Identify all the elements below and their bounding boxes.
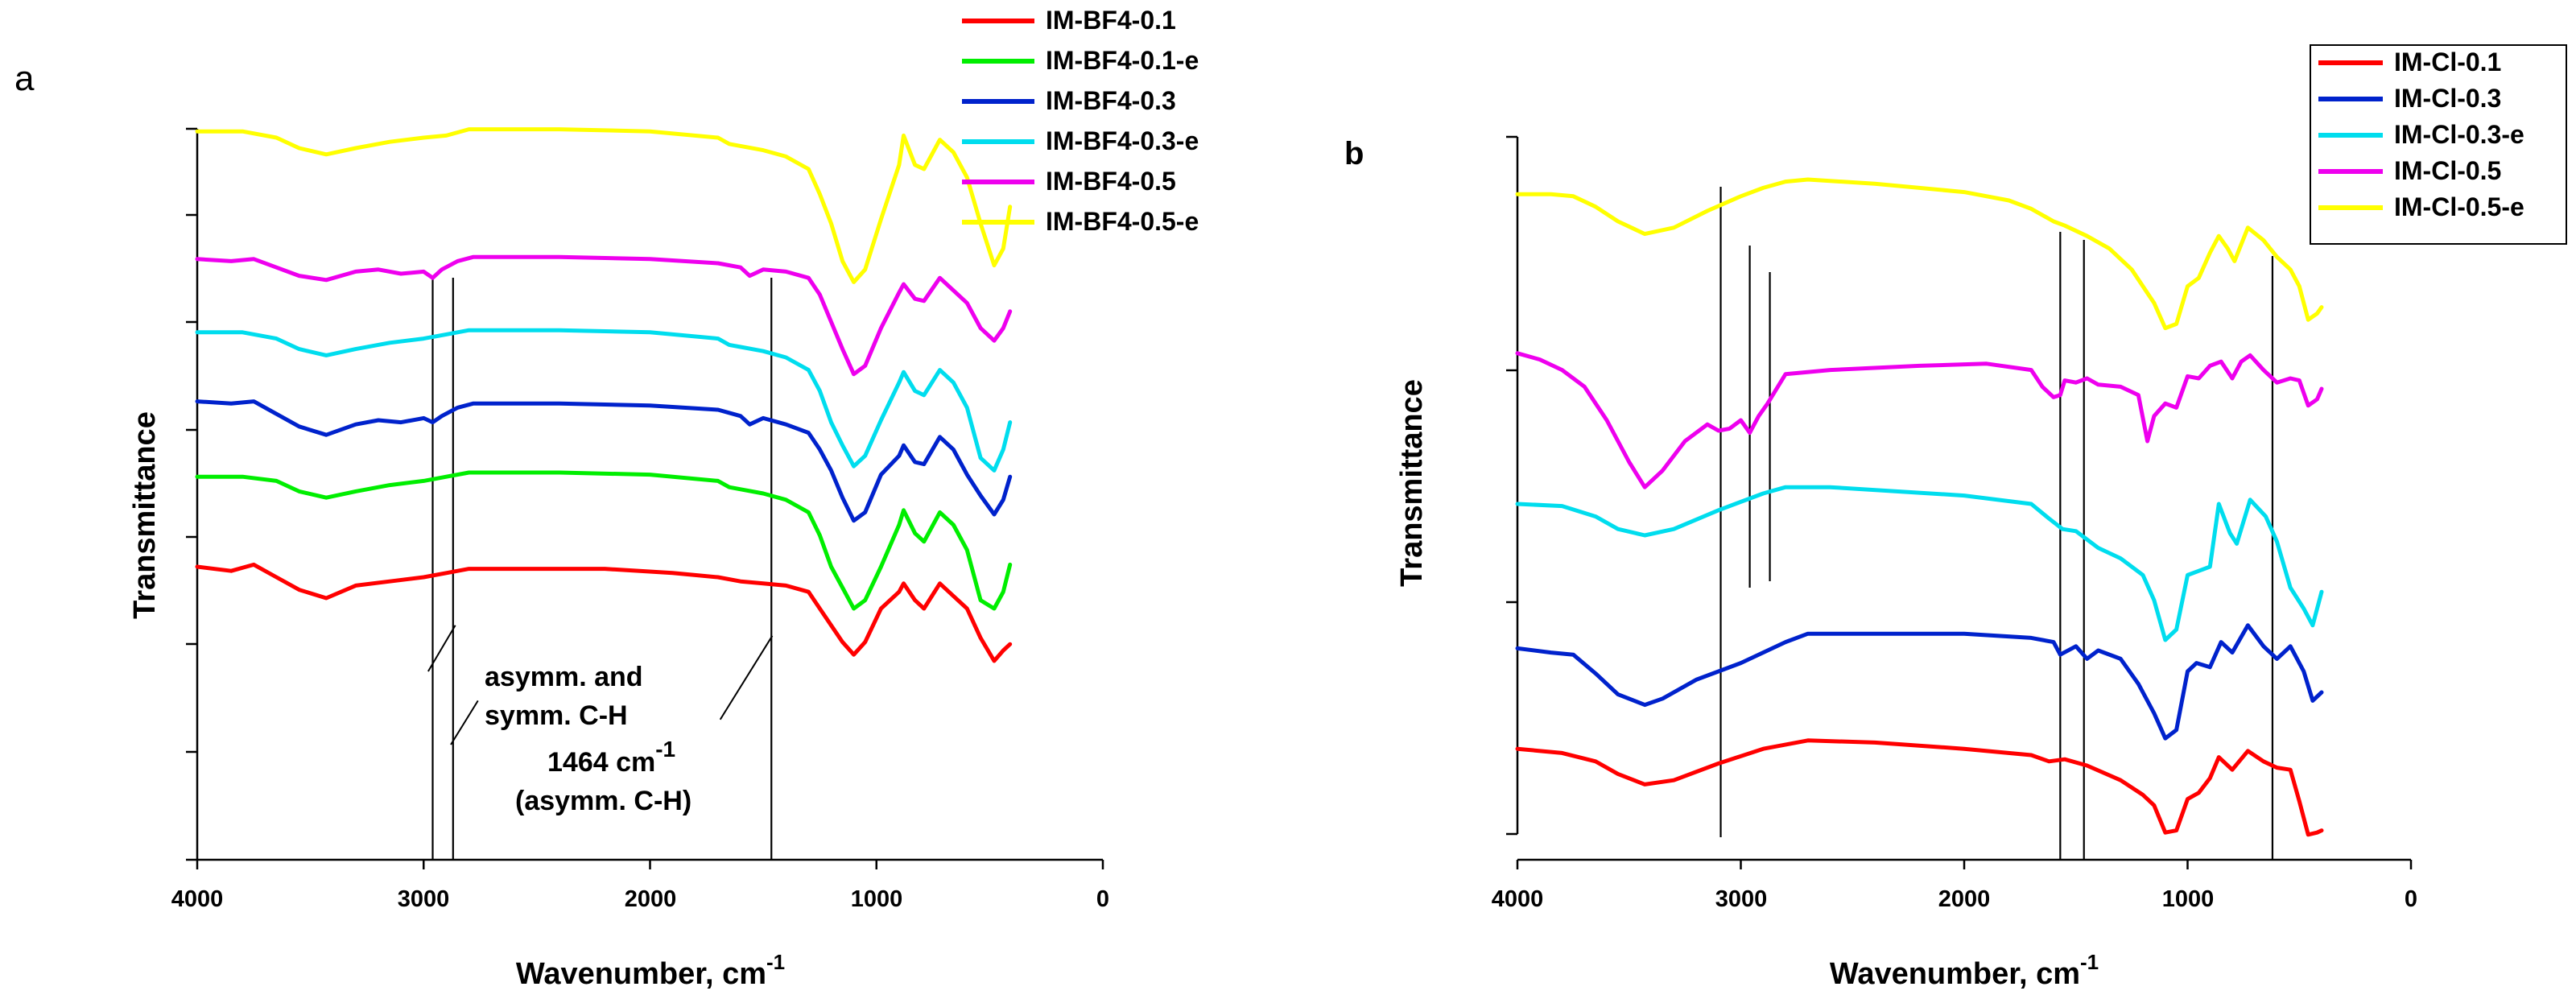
series-line-IM-Cl-0.3-e <box>1515 485 2324 642</box>
annotation-text: symm. C-H <box>485 700 628 731</box>
x-tick-label: 4000 <box>171 886 224 912</box>
x-tick-label: 0 <box>1096 886 1109 912</box>
series-line-IM-BF4-0.3-e <box>195 328 1013 473</box>
panel-a-x-ticks: 4000 3000 2000 1000 0 <box>171 886 1109 912</box>
panel-a-label: a <box>14 59 35 98</box>
series-line-IM-BF4-0.1 <box>195 562 1013 663</box>
legend-label: IM-BF4-0.3 <box>1046 86 1176 115</box>
x-tick-label: 1000 <box>851 886 903 912</box>
annotation-sup: -1 <box>655 737 675 762</box>
annotation-text: (asymm. C-H) <box>515 786 691 816</box>
panel-a-reference-lines <box>431 278 773 860</box>
series-line-IM-BF4-0.5-e <box>195 127 1013 284</box>
legend-label: IM-Cl-0.5 <box>2394 156 2501 185</box>
legend-box <box>2310 44 2567 245</box>
legend-label: IM-Cl-0.1 <box>2394 47 2501 76</box>
series-line-IM-BF4-0.5 <box>195 254 1013 377</box>
panel-b-label: b <box>1344 136 1364 171</box>
annotation-main: 1464 cm <box>547 747 655 778</box>
panel-a-annotations: asymm. and symm. C-H 1464 cm-1 (asymm. C… <box>427 625 774 816</box>
annotation-text: 1464 cm-1 <box>547 737 675 778</box>
panel-a: a 4000 3000 2000 1000 0 Wavenumber, cm-1… <box>14 6 1199 991</box>
annotation-pointer <box>719 635 774 720</box>
x-tick-label: 2000 <box>625 886 677 912</box>
x-tick-label: 0 <box>2405 886 2417 912</box>
series-line-IM-Cl-0.1 <box>1515 738 2324 837</box>
panel-b-series <box>1515 177 2324 837</box>
panel-b-y-ticks <box>1506 135 2413 869</box>
panel-b-x-ticks: 4000 3000 2000 1000 0 <box>1492 886 2417 912</box>
panel-b-legend: IM-Cl-0.1 IM-Cl-0.3 IM-Cl-0.3-e IM-Cl-0.5 IM… <box>2310 44 2567 245</box>
x-title-text: Wavenumber, cm <box>1830 957 2080 991</box>
legend-label: IM-BF4-0.1 <box>1046 6 1176 35</box>
panel-a-legend: IM-BF4-0.1 IM-BF4-0.1-e IM-BF4-0.3 IM-BF4-0… <box>962 6 1199 236</box>
panel-b: b 4000 3000 2000 1000 0 Wavenumber, cm-1… <box>1344 44 2567 991</box>
panel-b-reference-lines <box>1719 187 2274 860</box>
legend-label: IM-Cl-0.3 <box>2394 84 2501 113</box>
legend-label: IM-BF4-0.5 <box>1046 167 1176 196</box>
annotation-pointer <box>450 700 479 745</box>
legend-label: IM-Cl-0.5-e <box>2394 192 2524 221</box>
panel-a-y-ticks <box>186 127 1104 869</box>
series-line-IM-BF4-0.1-e <box>195 470 1013 611</box>
panel-b-x-title: Wavenumber, cm-1 <box>1830 950 2099 991</box>
x-tick-label: 3000 <box>398 886 450 912</box>
panel-a-x-title: Wavenumber, cm-1 <box>516 950 785 991</box>
x-tick-label: 4000 <box>1492 886 1544 912</box>
annotation-text: asymm. and <box>485 662 643 692</box>
panel-b-y-title: Transmittance <box>1395 379 1429 587</box>
x-title-sup: -1 <box>766 950 785 974</box>
x-tick-label: 3000 <box>1715 886 1768 912</box>
legend-label: IM-BF4-0.5-e <box>1046 207 1199 236</box>
panel-a-y-title: Transmittance <box>128 411 162 619</box>
x-tick-label: 1000 <box>2162 886 2215 912</box>
series-line-IM-Cl-0.3 <box>1515 623 2324 741</box>
x-title-text: Wavenumber, cm <box>516 957 766 991</box>
x-title-sup: -1 <box>2080 950 2099 974</box>
x-tick-label: 2000 <box>1938 886 1991 912</box>
series-line-IM-Cl-0.5 <box>1515 351 2324 489</box>
legend-label: IM-Cl-0.3-e <box>2394 120 2524 149</box>
panel-a-series <box>195 127 1013 663</box>
legend-label: IM-BF4-0.3-e <box>1046 126 1199 155</box>
series-line-IM-Cl-0.5-e <box>1515 177 2324 331</box>
annotation-pointer <box>427 625 456 672</box>
legend-label: IM-BF4-0.1-e <box>1046 46 1199 75</box>
series-line-IM-BF4-0.3 <box>195 399 1013 523</box>
